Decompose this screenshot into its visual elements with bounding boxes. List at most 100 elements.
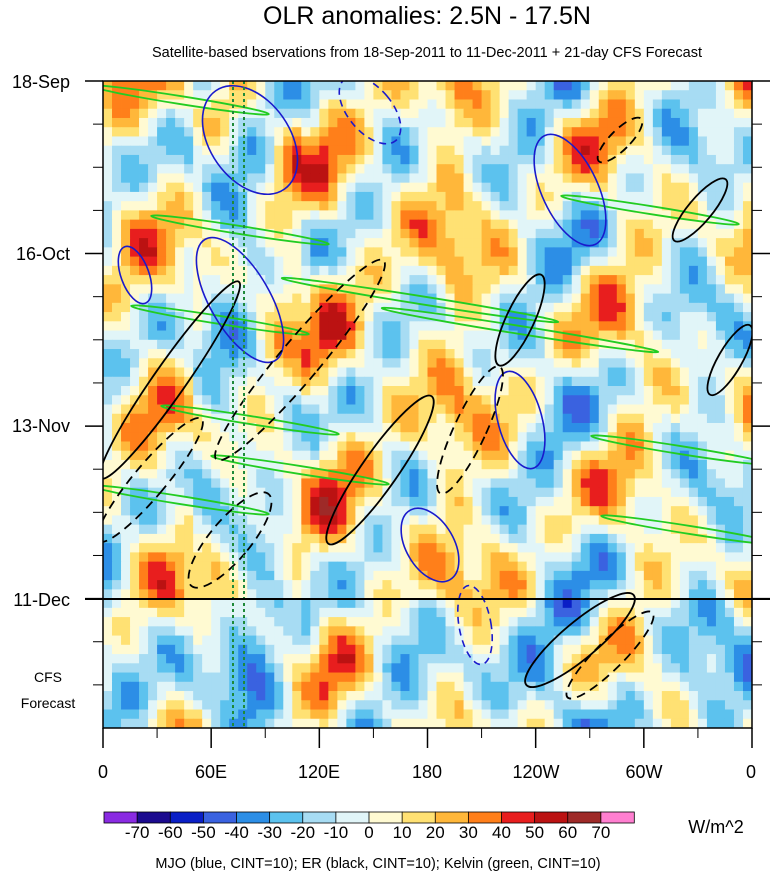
anomaly-cell <box>103 358 113 368</box>
anomaly-cell <box>229 164 239 174</box>
anomaly-cell <box>157 718 167 728</box>
anomaly-cell <box>382 561 392 572</box>
anomaly-cell <box>166 432 176 442</box>
anomaly-cell <box>688 210 699 221</box>
anomaly-cell <box>184 626 194 636</box>
anomaly-cell <box>103 432 113 442</box>
anomaly-cell <box>310 681 320 692</box>
anomaly-cell <box>193 644 203 655</box>
anomaly-cell <box>157 617 167 627</box>
anomaly-cell <box>364 506 374 516</box>
anomaly-cell <box>409 145 419 156</box>
anomaly-cell <box>256 330 266 341</box>
anomaly-cell <box>346 395 356 405</box>
anomaly-cell <box>688 404 699 415</box>
anomaly-cell <box>652 376 663 387</box>
anomaly-cell <box>571 117 582 128</box>
anomaly-cell <box>229 469 239 479</box>
anomaly-cell <box>265 293 275 304</box>
anomaly-cell <box>373 635 383 646</box>
anomaly-cell <box>103 127 113 137</box>
anomaly-cell <box>121 598 131 609</box>
anomaly-cell <box>211 691 221 701</box>
anomaly-cell <box>148 302 158 313</box>
anomaly-cell <box>175 700 185 710</box>
anomaly-cell <box>292 700 302 710</box>
anomaly-cell <box>733 580 744 590</box>
anomaly-cell <box>139 358 149 368</box>
anomaly-cell <box>238 367 248 378</box>
anomaly-cell <box>175 506 185 516</box>
anomaly-cell <box>319 506 329 516</box>
anomaly-cell <box>355 459 365 470</box>
anomaly-cell <box>499 238 510 248</box>
anomaly-cell <box>373 349 383 359</box>
anomaly-cell <box>526 376 537 387</box>
anomaly-cell <box>391 173 401 184</box>
anomaly-cell <box>517 358 528 368</box>
anomaly-cell <box>562 339 573 350</box>
anomaly-cell <box>409 654 419 664</box>
anomaly-cell <box>301 404 311 415</box>
anomaly-cell <box>517 459 528 470</box>
anomaly-cell <box>553 210 564 221</box>
anomaly-cell <box>274 302 284 313</box>
anomaly-cell <box>319 450 329 461</box>
anomaly-cell <box>616 681 627 692</box>
anomaly-cell <box>175 432 185 442</box>
anomaly-cell <box>562 496 573 507</box>
anomaly-cell <box>283 404 293 415</box>
anomaly-cell <box>526 302 537 313</box>
anomaly-cell <box>319 700 329 710</box>
anomaly-cell <box>661 386 672 396</box>
anomaly-cell <box>121 700 131 710</box>
anomaly-cell <box>427 709 437 720</box>
anomaly-cell <box>373 247 383 258</box>
anomaly-cell <box>211 607 221 618</box>
anomaly-cell <box>697 81 708 91</box>
anomaly-cell <box>661 330 672 341</box>
anomaly-cell <box>310 496 320 507</box>
anomaly-cell <box>679 136 690 147</box>
anomaly-cell <box>580 644 591 655</box>
anomaly-cell <box>481 691 491 701</box>
anomaly-cell <box>607 210 618 221</box>
anomaly-cell <box>292 432 302 442</box>
anomaly-cell <box>247 330 257 341</box>
anomaly-cell <box>382 358 392 368</box>
anomaly-cell <box>166 238 176 248</box>
anomaly-cell <box>211 90 221 100</box>
anomaly-cell <box>661 432 672 442</box>
anomaly-cell <box>220 598 230 609</box>
anomaly-cell <box>391 201 401 211</box>
anomaly-cell <box>292 450 302 461</box>
anomaly-cell <box>337 681 347 692</box>
anomaly-cell <box>283 487 293 498</box>
anomaly-cell <box>553 136 564 147</box>
anomaly-cell <box>445 589 455 599</box>
anomaly-cell <box>310 219 320 230</box>
anomaly-cell <box>508 256 519 267</box>
anomaly-cell <box>742 191 752 202</box>
anomaly-cell <box>247 626 257 636</box>
anomaly-cell <box>292 626 302 636</box>
anomaly-cell <box>175 469 185 479</box>
anomaly-cell <box>598 404 609 415</box>
anomaly-cell <box>184 154 194 165</box>
anomaly-cell <box>364 136 374 147</box>
anomaly-cell <box>112 589 122 599</box>
anomaly-cell <box>247 413 257 424</box>
anomaly-cell <box>697 136 708 147</box>
anomaly-cell <box>130 515 140 526</box>
anomaly-cell <box>148 99 158 110</box>
anomaly-cell <box>373 81 383 91</box>
anomaly-cell <box>688 99 699 110</box>
anomaly-cell <box>670 108 681 119</box>
anomaly-cell <box>742 99 752 110</box>
anomaly-cell <box>652 386 663 396</box>
anomaly-cell <box>499 515 510 526</box>
anomaly-cell <box>589 654 600 664</box>
anomaly-cell <box>616 108 627 119</box>
anomaly-cell <box>445 681 455 692</box>
anomaly-cell <box>436 108 446 119</box>
